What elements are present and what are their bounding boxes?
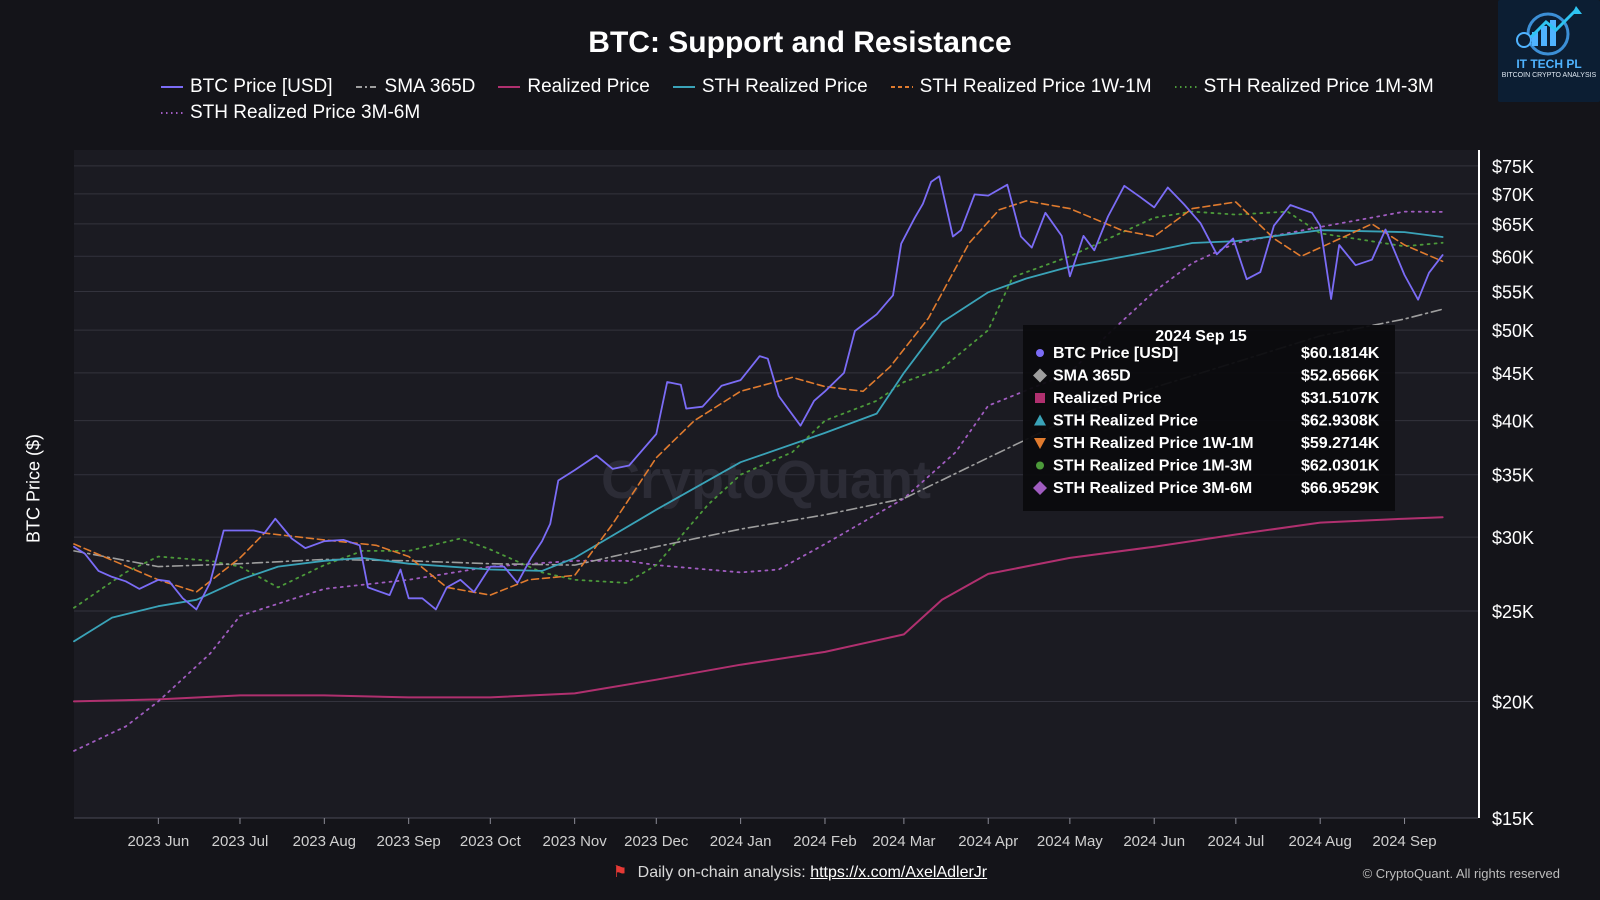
chart-legend: BTC Price [USD] SMA 365D Realized Price STH… xyxy=(160,76,1460,124)
y-tick-label: $40K xyxy=(1492,412,1534,432)
series-line-sma-365d xyxy=(73,308,1444,568)
series-line-sth-realized-price-3m-6m xyxy=(73,210,1444,752)
tooltip-marker-icon xyxy=(1033,481,1047,495)
tooltip-row-label: STH Realized Price 1W-1M xyxy=(1053,435,1254,452)
tooltip-marker-icon xyxy=(1036,461,1044,470)
tooltip-row-label: SMA 365D xyxy=(1053,368,1131,385)
tooltip-row-value: $31.5107K xyxy=(1301,390,1380,407)
tooltip-marker-icon xyxy=(1034,414,1046,426)
legend-item[interactable]: BTC Price [USD] xyxy=(160,76,333,98)
tooltip-marker-icon xyxy=(1034,438,1046,449)
series-layer xyxy=(73,175,1444,752)
x-tick-label: 2023 Jun xyxy=(127,833,189,850)
x-tick-label: 2024 Feb xyxy=(793,833,856,850)
series-line-btc-price-usd xyxy=(73,175,1444,611)
x-tick-label: 2024 Mar xyxy=(872,833,935,850)
y-tick-label: $20K xyxy=(1492,692,1534,712)
x-tick-label: 2023 Oct xyxy=(460,833,522,850)
tooltip-row-label: STH Realized Price 3M-6M xyxy=(1053,480,1252,497)
copyright-text: © CryptoQuant. All rights reserved xyxy=(1362,866,1560,881)
legend-label: STH Realized Price 1M-3M xyxy=(1203,76,1434,97)
tooltip-marker-icon xyxy=(1033,368,1047,383)
y-tick-label: $70K xyxy=(1492,185,1534,205)
tooltip-row-label: STH Realized Price 1M-3M xyxy=(1053,458,1252,475)
legend-item[interactable]: STH Realized Price 1W-1M xyxy=(890,76,1152,98)
x-tick-label: 2023 Aug xyxy=(293,833,356,850)
legend-swatch-icon xyxy=(161,112,183,114)
series-line-realized-price xyxy=(73,516,1444,703)
x-tick-label: 2024 Aug xyxy=(1288,833,1351,850)
tooltip-row-value: $59.2714K xyxy=(1301,435,1380,452)
legend-item[interactable]: STH Realized Price xyxy=(672,76,868,98)
y-tick-label: $30K xyxy=(1492,528,1534,548)
footer-text: Daily on-chain analysis: xyxy=(637,864,806,881)
y-tick-label: $60K xyxy=(1492,247,1534,267)
legend-swatch-icon xyxy=(672,86,695,88)
tooltip-row-value: $52.6566K xyxy=(1301,368,1380,385)
logo-graphic-icon xyxy=(1516,6,1582,56)
y-tick-label: $65K xyxy=(1492,215,1534,235)
y-tick-label: $45K xyxy=(1492,364,1534,384)
series-line-sth-realized-price-1m-3m xyxy=(73,210,1444,609)
legend-swatch-icon xyxy=(355,86,378,88)
legend-swatch-icon xyxy=(890,86,913,88)
tooltip-marker-icon xyxy=(1036,349,1044,357)
x-tick-label: 2024 May xyxy=(1037,833,1103,850)
x-tick-label: 2024 Apr xyxy=(958,833,1018,850)
tooltip-row-value: $62.9308K xyxy=(1301,413,1380,430)
flag-icon: ⚑ xyxy=(612,864,628,881)
series-line-sth-realized-price-1w-1m xyxy=(73,200,1444,596)
logo-title: IT TECH PL xyxy=(1516,57,1582,71)
watermark: CryptoQuant xyxy=(601,450,931,510)
brand-logo: IT TECH PL BITCOIN CRYPTO ANALYSIS xyxy=(1498,0,1600,102)
y-axis-label: BTC Price ($) xyxy=(23,434,44,544)
logo-subtitle: BITCOIN CRYPTO ANALYSIS xyxy=(1501,72,1597,79)
tooltip-marker-icon xyxy=(1035,393,1045,403)
legend-item[interactable]: Realized Price xyxy=(497,76,650,98)
x-tick-label: 2024 Sep xyxy=(1372,833,1436,850)
x-tick-label: 2023 Sep xyxy=(377,833,441,850)
tooltip-row-label: Realized Price xyxy=(1053,390,1162,407)
footer-link[interactable]: https://x.com/AxelAdlerJr xyxy=(810,864,988,881)
legend-swatch-icon xyxy=(498,86,521,88)
legend-swatch-icon xyxy=(161,86,183,88)
y-tick-label: $25K xyxy=(1492,602,1534,622)
axes: $15K $20K $25K $30K $35K $40K $45K $50K $55K $60K… xyxy=(74,150,1534,850)
legend-label: STH Realized Price 1W-1M xyxy=(919,76,1152,97)
y-tick-label: $50K xyxy=(1492,321,1534,341)
legend-label: SMA 365D xyxy=(384,76,476,97)
legend-item[interactable]: STH Realized Price 3M-6M xyxy=(160,102,420,124)
x-tick-label: 2024 Jun xyxy=(1123,833,1185,850)
series-line-sth-realized-price xyxy=(73,229,1444,643)
legend-swatch-icon xyxy=(1174,86,1197,88)
tooltip-row-label: BTC Price [USD] xyxy=(1053,345,1178,362)
y-tick-label: $55K xyxy=(1492,283,1534,303)
y-tick-label: $35K xyxy=(1492,466,1534,486)
legend-item[interactable]: SMA 365D xyxy=(355,76,476,98)
x-tick-label: 2024 Jan xyxy=(710,833,772,850)
grid-lines xyxy=(74,165,1478,819)
x-tick-label: 2023 Dec xyxy=(624,833,689,850)
tooltip-row-label: STH Realized Price xyxy=(1053,413,1198,430)
legend-label: STH Realized Price xyxy=(701,76,868,97)
tooltip-row-value: $60.1814K xyxy=(1301,345,1380,362)
tooltip-row-value: $62.0301K xyxy=(1301,458,1380,475)
x-tick-label: 2024 Jul xyxy=(1207,833,1264,850)
footer: ⚑ Daily on-chain analysis: https://x.com… xyxy=(0,862,1600,882)
chart-title: BTC: Support and Resistance xyxy=(588,26,1012,59)
legend-label: BTC Price [USD] xyxy=(190,76,333,97)
legend-label: Realized Price xyxy=(527,76,650,97)
tooltip-box xyxy=(1023,325,1395,511)
tooltip-date: 2024 Sep 15 xyxy=(1155,328,1247,345)
y-tick-label: $75K xyxy=(1492,157,1534,177)
x-tick-label: 2023 Jul xyxy=(212,833,269,850)
legend-item[interactable]: STH Realized Price 1M-3M xyxy=(1174,76,1434,98)
x-tick-label: 2023 Nov xyxy=(543,833,608,850)
plot-area xyxy=(74,150,1478,818)
legend-label: STH Realized Price 3M-6M xyxy=(190,102,421,123)
y-tick-label: $15K xyxy=(1492,809,1534,829)
tooltip-row-value: $66.9529K xyxy=(1301,480,1380,497)
